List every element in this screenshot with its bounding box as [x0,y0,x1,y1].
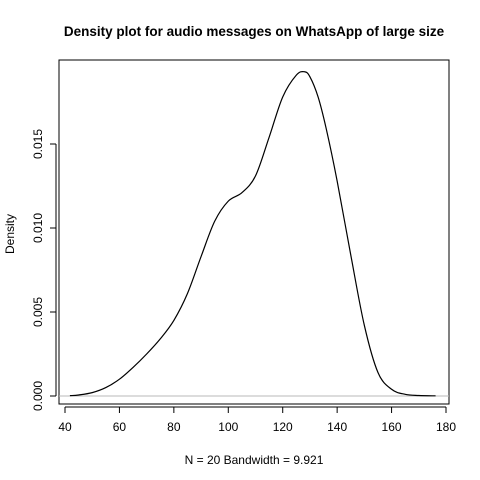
density-curve [69,70,436,397]
x-tick-label: 100 [218,420,238,434]
plot-frame [58,59,450,405]
x-axis-label: N = 20 Bandwidth = 9.921 [185,453,324,467]
y-tick-label: 0.005 [31,297,45,327]
x-tick-label: 140 [327,420,347,434]
y-tick-label: 0.010 [31,213,45,243]
x-tick-label: 120 [273,420,293,434]
chart-title: Density plot for audio messages on Whats… [64,24,445,39]
plot-area: 40 60 80 100 120 140 160 180 0.000 0.005 0.010 0.01… [31,59,456,434]
x-tick-label: 40 [58,420,72,434]
x-tick-label: 80 [167,420,181,434]
y-tick-label: 0.000 [31,381,45,411]
y-tick-label: 0.015 [31,129,45,159]
x-tick-label: 160 [382,420,402,434]
x-tick-label: 180 [436,420,456,434]
y-axis-label: Density [3,214,17,254]
x-tick-label: 60 [113,420,127,434]
